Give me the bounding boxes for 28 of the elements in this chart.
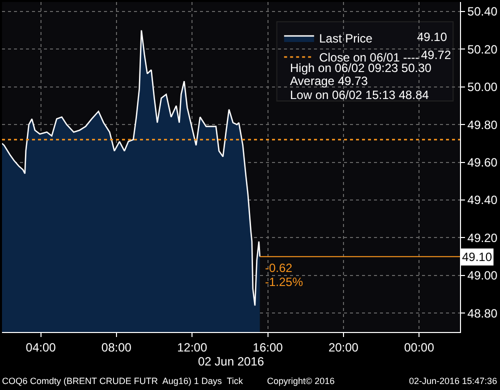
x-tick-label: 00:00 bbox=[404, 340, 434, 354]
annotation: -0.62 bbox=[265, 261, 293, 275]
annotation: -1.25% bbox=[265, 275, 304, 289]
x-tick-label: 12:00 bbox=[177, 340, 208, 354]
legend-label: Last Price bbox=[319, 32, 373, 46]
y-tick-label: 49.60 bbox=[467, 155, 498, 170]
annotation: Low on 06/02 15:13 48.84 bbox=[290, 88, 430, 102]
y-tick-label: 48.80 bbox=[467, 306, 498, 320]
annotation: 49.72 bbox=[421, 48, 452, 62]
text: COQ6 Comdty (BRENT CRUDE FUTR Aug16) 1 Days Tick bbox=[2, 376, 244, 386]
ref-line-label: 49.10 bbox=[462, 250, 492, 264]
text: 02-Jun-2016 15:47:36 bbox=[409, 376, 498, 386]
x-tick-label: 16:00 bbox=[252, 340, 284, 354]
y-tick-label: 50.00 bbox=[467, 80, 498, 94]
annotation: 49.10 bbox=[417, 30, 448, 44]
y-tick-label: 49.40 bbox=[467, 193, 498, 208]
x-tick-label: 08:00 bbox=[101, 340, 132, 354]
x-axis-title: 02 Jun 2016 bbox=[198, 354, 264, 368]
y-tick-label: 49.80 bbox=[467, 118, 498, 132]
y-tick-label: 50.20 bbox=[467, 42, 498, 56]
y-tick-label: 49.00 bbox=[467, 268, 498, 283]
annotation: High on 06/02 09:23 50.30 bbox=[290, 61, 432, 75]
annotation: Average 49.73 bbox=[290, 74, 368, 88]
y-tick-label: 49.20 bbox=[467, 230, 498, 245]
text: Copyright© 2016 bbox=[267, 376, 335, 386]
x-tick-label: 20:00 bbox=[328, 340, 359, 354]
y-tick-label: 50.40 bbox=[467, 4, 498, 19]
x-tick-label: 04:00 bbox=[26, 340, 56, 354]
